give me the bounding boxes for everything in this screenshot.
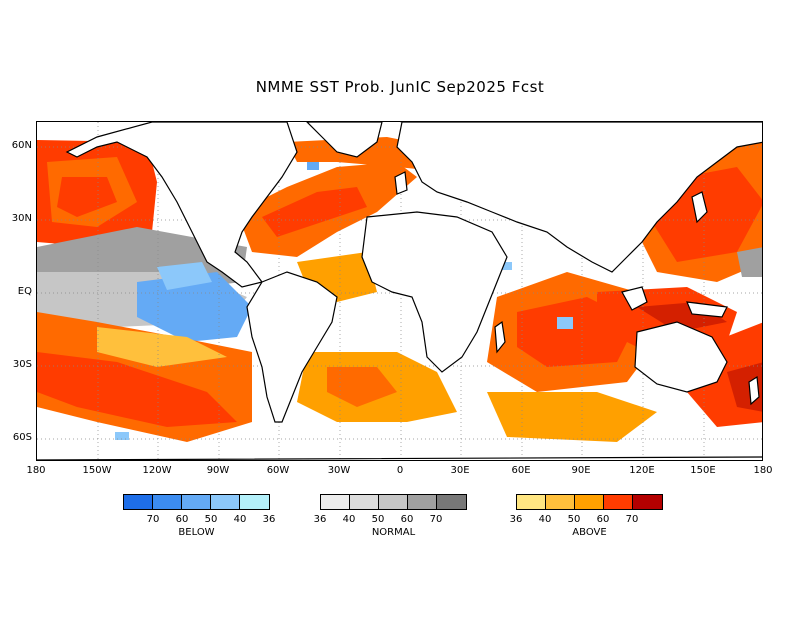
lon-label: 60W	[266, 465, 290, 476]
legend-swatch	[604, 495, 633, 509]
legend-tick: 70	[429, 514, 443, 525]
legend-swatch	[546, 495, 575, 509]
greenland	[306, 122, 383, 158]
legend-tick: 36	[313, 514, 327, 525]
lon-label: 120E	[629, 465, 655, 476]
lon-label: 90W	[206, 465, 230, 476]
legend-swatch	[211, 495, 240, 509]
new-guinea	[686, 301, 728, 318]
antarctica	[37, 456, 762, 460]
chart-title: NMME SST Prob. JunIC Sep2025 Fcst	[255, 78, 545, 96]
legend-ticks: 70 60 50 40 36	[123, 514, 276, 527]
below-cell	[307, 162, 319, 170]
lon-label: 150E	[690, 465, 716, 476]
legend-swatch	[350, 495, 379, 509]
s-pacific-light	[97, 327, 227, 367]
s-indian-above	[487, 392, 657, 442]
legend-swatch-bar	[123, 494, 270, 510]
africa	[361, 211, 508, 373]
lat-label: 30S	[12, 359, 32, 370]
legend-tick: 50	[567, 514, 581, 525]
lon-label: 30W	[327, 465, 351, 476]
lat-label: EQ	[17, 286, 32, 297]
legend-swatch-bar	[516, 494, 663, 510]
legend-swatch	[379, 495, 408, 509]
borneo	[621, 286, 648, 311]
e-pacific-below	[137, 272, 252, 342]
n-pacific-core	[57, 177, 117, 217]
legend-ticks: 36 40 50 60 70	[314, 514, 467, 527]
legend-label: BELOW	[178, 527, 215, 538]
legend-swatch	[240, 495, 269, 509]
lon-label: 60E	[511, 465, 531, 476]
legend-tick: 40	[538, 514, 552, 525]
nw-pacific-normal	[737, 247, 762, 277]
eurasia	[396, 122, 762, 273]
lat-label: 60S	[12, 432, 32, 443]
lon-label: 180	[753, 465, 773, 476]
legend-swatch	[633, 495, 662, 509]
legend-swatch	[575, 495, 604, 509]
legend-tick: 60	[596, 514, 610, 525]
legend-tick: 40	[342, 514, 356, 525]
lon-label: 90E	[571, 465, 591, 476]
legend-tick: 36	[509, 514, 523, 525]
lon-label: 120W	[142, 465, 172, 476]
australia	[634, 321, 728, 393]
uk	[394, 171, 408, 195]
s-pacific-core	[37, 352, 237, 427]
s-atlantic-core	[327, 367, 397, 407]
legend-swatch	[321, 495, 350, 509]
legend-label: NORMAL	[371, 527, 416, 538]
north-america	[65, 122, 298, 288]
legend-swatch	[182, 495, 211, 509]
legend-swatch	[153, 495, 182, 509]
below-cell	[557, 317, 573, 329]
legend-ticks: 36 40 50 60 70	[510, 514, 663, 527]
lon-label: 150W	[82, 465, 112, 476]
legend-tick: 60	[400, 514, 414, 525]
legend-tick: 36	[262, 514, 276, 525]
legend-tick: 50	[204, 514, 218, 525]
legend-above: 36 40 50 60 70 ABOVE	[510, 494, 663, 538]
legend-tick: 60	[175, 514, 189, 525]
legend-swatch	[517, 495, 546, 509]
sst-probability-map	[36, 121, 763, 461]
lat-label: 30N	[11, 213, 32, 224]
e-pacific-below-2	[157, 262, 212, 290]
lon-label: 30E	[450, 465, 470, 476]
legend-tick: 70	[146, 514, 160, 525]
n-atlantic-core	[262, 187, 367, 237]
below-cell	[502, 262, 512, 270]
legend-swatch-bar	[320, 494, 467, 510]
lon-label: 180	[26, 465, 46, 476]
legend-tick: 50	[371, 514, 385, 525]
legend-swatch	[124, 495, 153, 509]
land	[37, 122, 762, 460]
map-canvas	[37, 122, 762, 460]
legend-below: 70 60 50 40 36 BELOW	[123, 494, 276, 538]
legend-tick: 40	[233, 514, 247, 525]
legend-swatch	[408, 495, 437, 509]
below-cell	[115, 432, 129, 440]
south-america	[246, 271, 338, 423]
madagascar	[494, 320, 506, 354]
japan	[691, 191, 708, 224]
legend-normal: 36 40 50 60 70 NORMAL	[314, 494, 467, 538]
new-zealand	[748, 375, 760, 406]
anomaly-shading	[37, 137, 762, 442]
legend-tick: 70	[625, 514, 639, 525]
legend-label: ABOVE	[572, 527, 607, 538]
lat-label: 60N	[11, 140, 32, 151]
legend-swatch	[437, 495, 466, 509]
lon-label: 0	[396, 465, 404, 476]
